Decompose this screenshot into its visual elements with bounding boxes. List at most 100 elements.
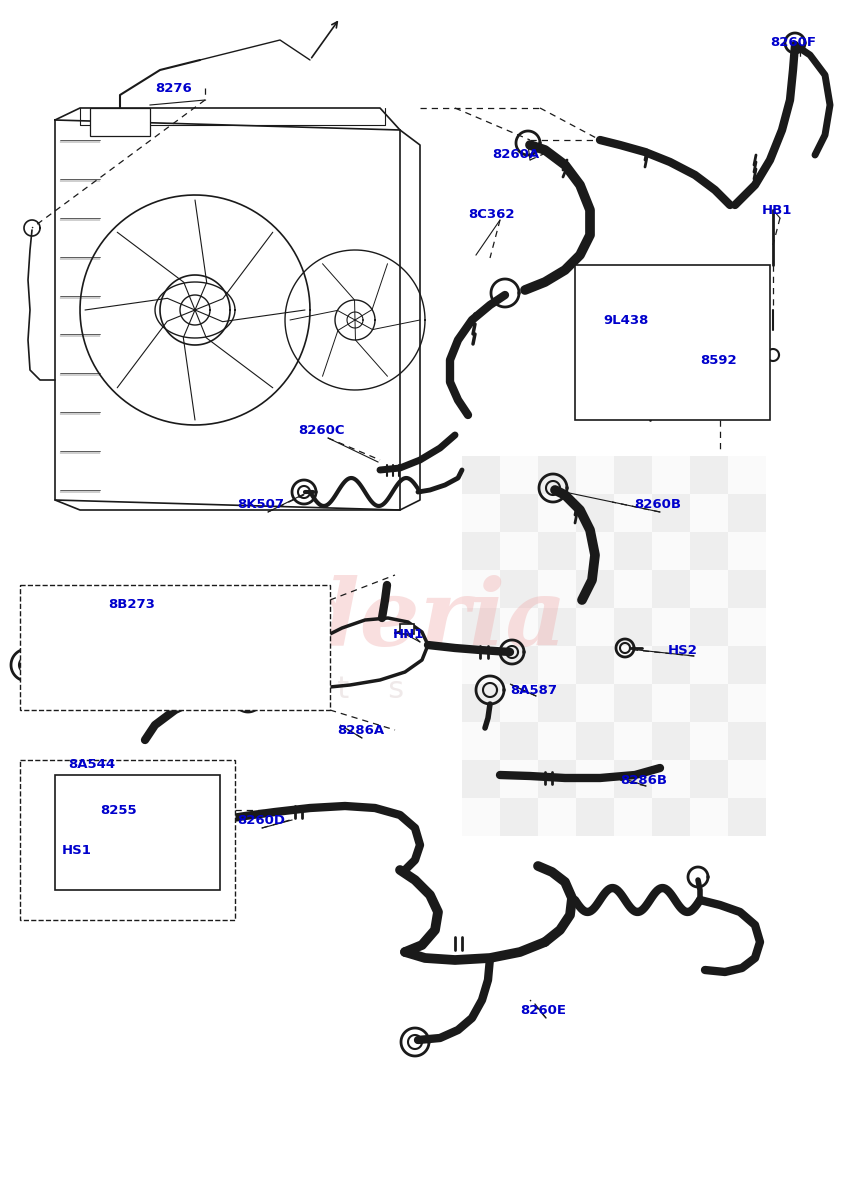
Bar: [652, 608, 690, 646]
Bar: [500, 608, 538, 646]
Bar: [728, 608, 766, 646]
Bar: [538, 646, 576, 684]
Bar: [614, 760, 652, 798]
Text: 8260F: 8260F: [770, 36, 816, 48]
Bar: [538, 684, 576, 722]
Bar: [652, 760, 690, 798]
Bar: [728, 798, 766, 836]
Bar: [614, 646, 652, 684]
Bar: [462, 608, 500, 646]
Bar: [614, 570, 652, 608]
Bar: [462, 532, 500, 570]
Text: 8286B: 8286B: [620, 774, 667, 786]
Text: 8A587: 8A587: [510, 684, 557, 696]
Text: 9L438: 9L438: [603, 313, 648, 326]
Bar: [652, 722, 690, 760]
Bar: [462, 760, 500, 798]
Text: 8260B: 8260B: [634, 498, 681, 511]
Text: 8C362: 8C362: [468, 209, 514, 222]
Bar: [576, 798, 614, 836]
Bar: [576, 532, 614, 570]
Bar: [652, 456, 690, 494]
Bar: [462, 570, 500, 608]
Bar: [728, 532, 766, 570]
Bar: [652, 684, 690, 722]
Bar: [728, 456, 766, 494]
Text: 8286A: 8286A: [337, 724, 384, 737]
Bar: [90, 108, 150, 136]
Bar: [652, 798, 690, 836]
Bar: [690, 456, 728, 494]
Text: c    a    p    a    r    t    s: c a p a r t s: [56, 676, 404, 704]
Bar: [20, 760, 235, 920]
Bar: [690, 570, 728, 608]
Bar: [462, 798, 500, 836]
Bar: [538, 494, 576, 532]
Bar: [614, 494, 652, 532]
Bar: [652, 532, 690, 570]
Text: 8A544: 8A544: [68, 758, 115, 772]
Bar: [575, 265, 770, 420]
Bar: [614, 722, 652, 760]
Bar: [20, 584, 330, 710]
Bar: [576, 722, 614, 760]
Bar: [690, 722, 728, 760]
Bar: [55, 775, 220, 890]
Bar: [690, 494, 728, 532]
Bar: [500, 570, 538, 608]
Text: HS1: HS1: [62, 844, 92, 857]
Bar: [462, 684, 500, 722]
Bar: [614, 608, 652, 646]
Bar: [462, 646, 500, 684]
Bar: [690, 608, 728, 646]
Text: 8K507: 8K507: [237, 498, 284, 511]
Bar: [728, 760, 766, 798]
Bar: [614, 798, 652, 836]
Bar: [652, 494, 690, 532]
Text: HB1: HB1: [762, 204, 792, 216]
Bar: [728, 646, 766, 684]
Text: 8260C: 8260C: [298, 424, 345, 437]
Bar: [576, 570, 614, 608]
Bar: [652, 570, 690, 608]
Bar: [538, 722, 576, 760]
Text: 8592: 8592: [700, 354, 737, 366]
Bar: [576, 760, 614, 798]
Bar: [462, 456, 500, 494]
Bar: [614, 456, 652, 494]
Bar: [500, 456, 538, 494]
Bar: [576, 646, 614, 684]
Bar: [652, 646, 690, 684]
Text: scuderia: scuderia: [114, 575, 566, 665]
Bar: [462, 494, 500, 532]
Bar: [728, 570, 766, 608]
Bar: [500, 722, 538, 760]
Bar: [500, 494, 538, 532]
Text: HN1: HN1: [393, 629, 424, 642]
Bar: [462, 722, 500, 760]
Bar: [538, 798, 576, 836]
Bar: [690, 798, 728, 836]
Bar: [690, 646, 728, 684]
Text: 8B273: 8B273: [108, 599, 155, 612]
Bar: [538, 532, 576, 570]
Bar: [728, 494, 766, 532]
Bar: [728, 684, 766, 722]
Bar: [500, 760, 538, 798]
Text: HS2: HS2: [668, 643, 698, 656]
Text: 8260A: 8260A: [492, 149, 539, 162]
Bar: [614, 684, 652, 722]
Text: 8260E: 8260E: [520, 1003, 566, 1016]
Bar: [500, 532, 538, 570]
Bar: [614, 532, 652, 570]
Bar: [500, 798, 538, 836]
Bar: [538, 608, 576, 646]
Bar: [538, 760, 576, 798]
Bar: [538, 570, 576, 608]
Bar: [690, 684, 728, 722]
Bar: [400, 624, 414, 634]
Bar: [500, 684, 538, 722]
Bar: [576, 494, 614, 532]
Bar: [538, 456, 576, 494]
Bar: [576, 684, 614, 722]
